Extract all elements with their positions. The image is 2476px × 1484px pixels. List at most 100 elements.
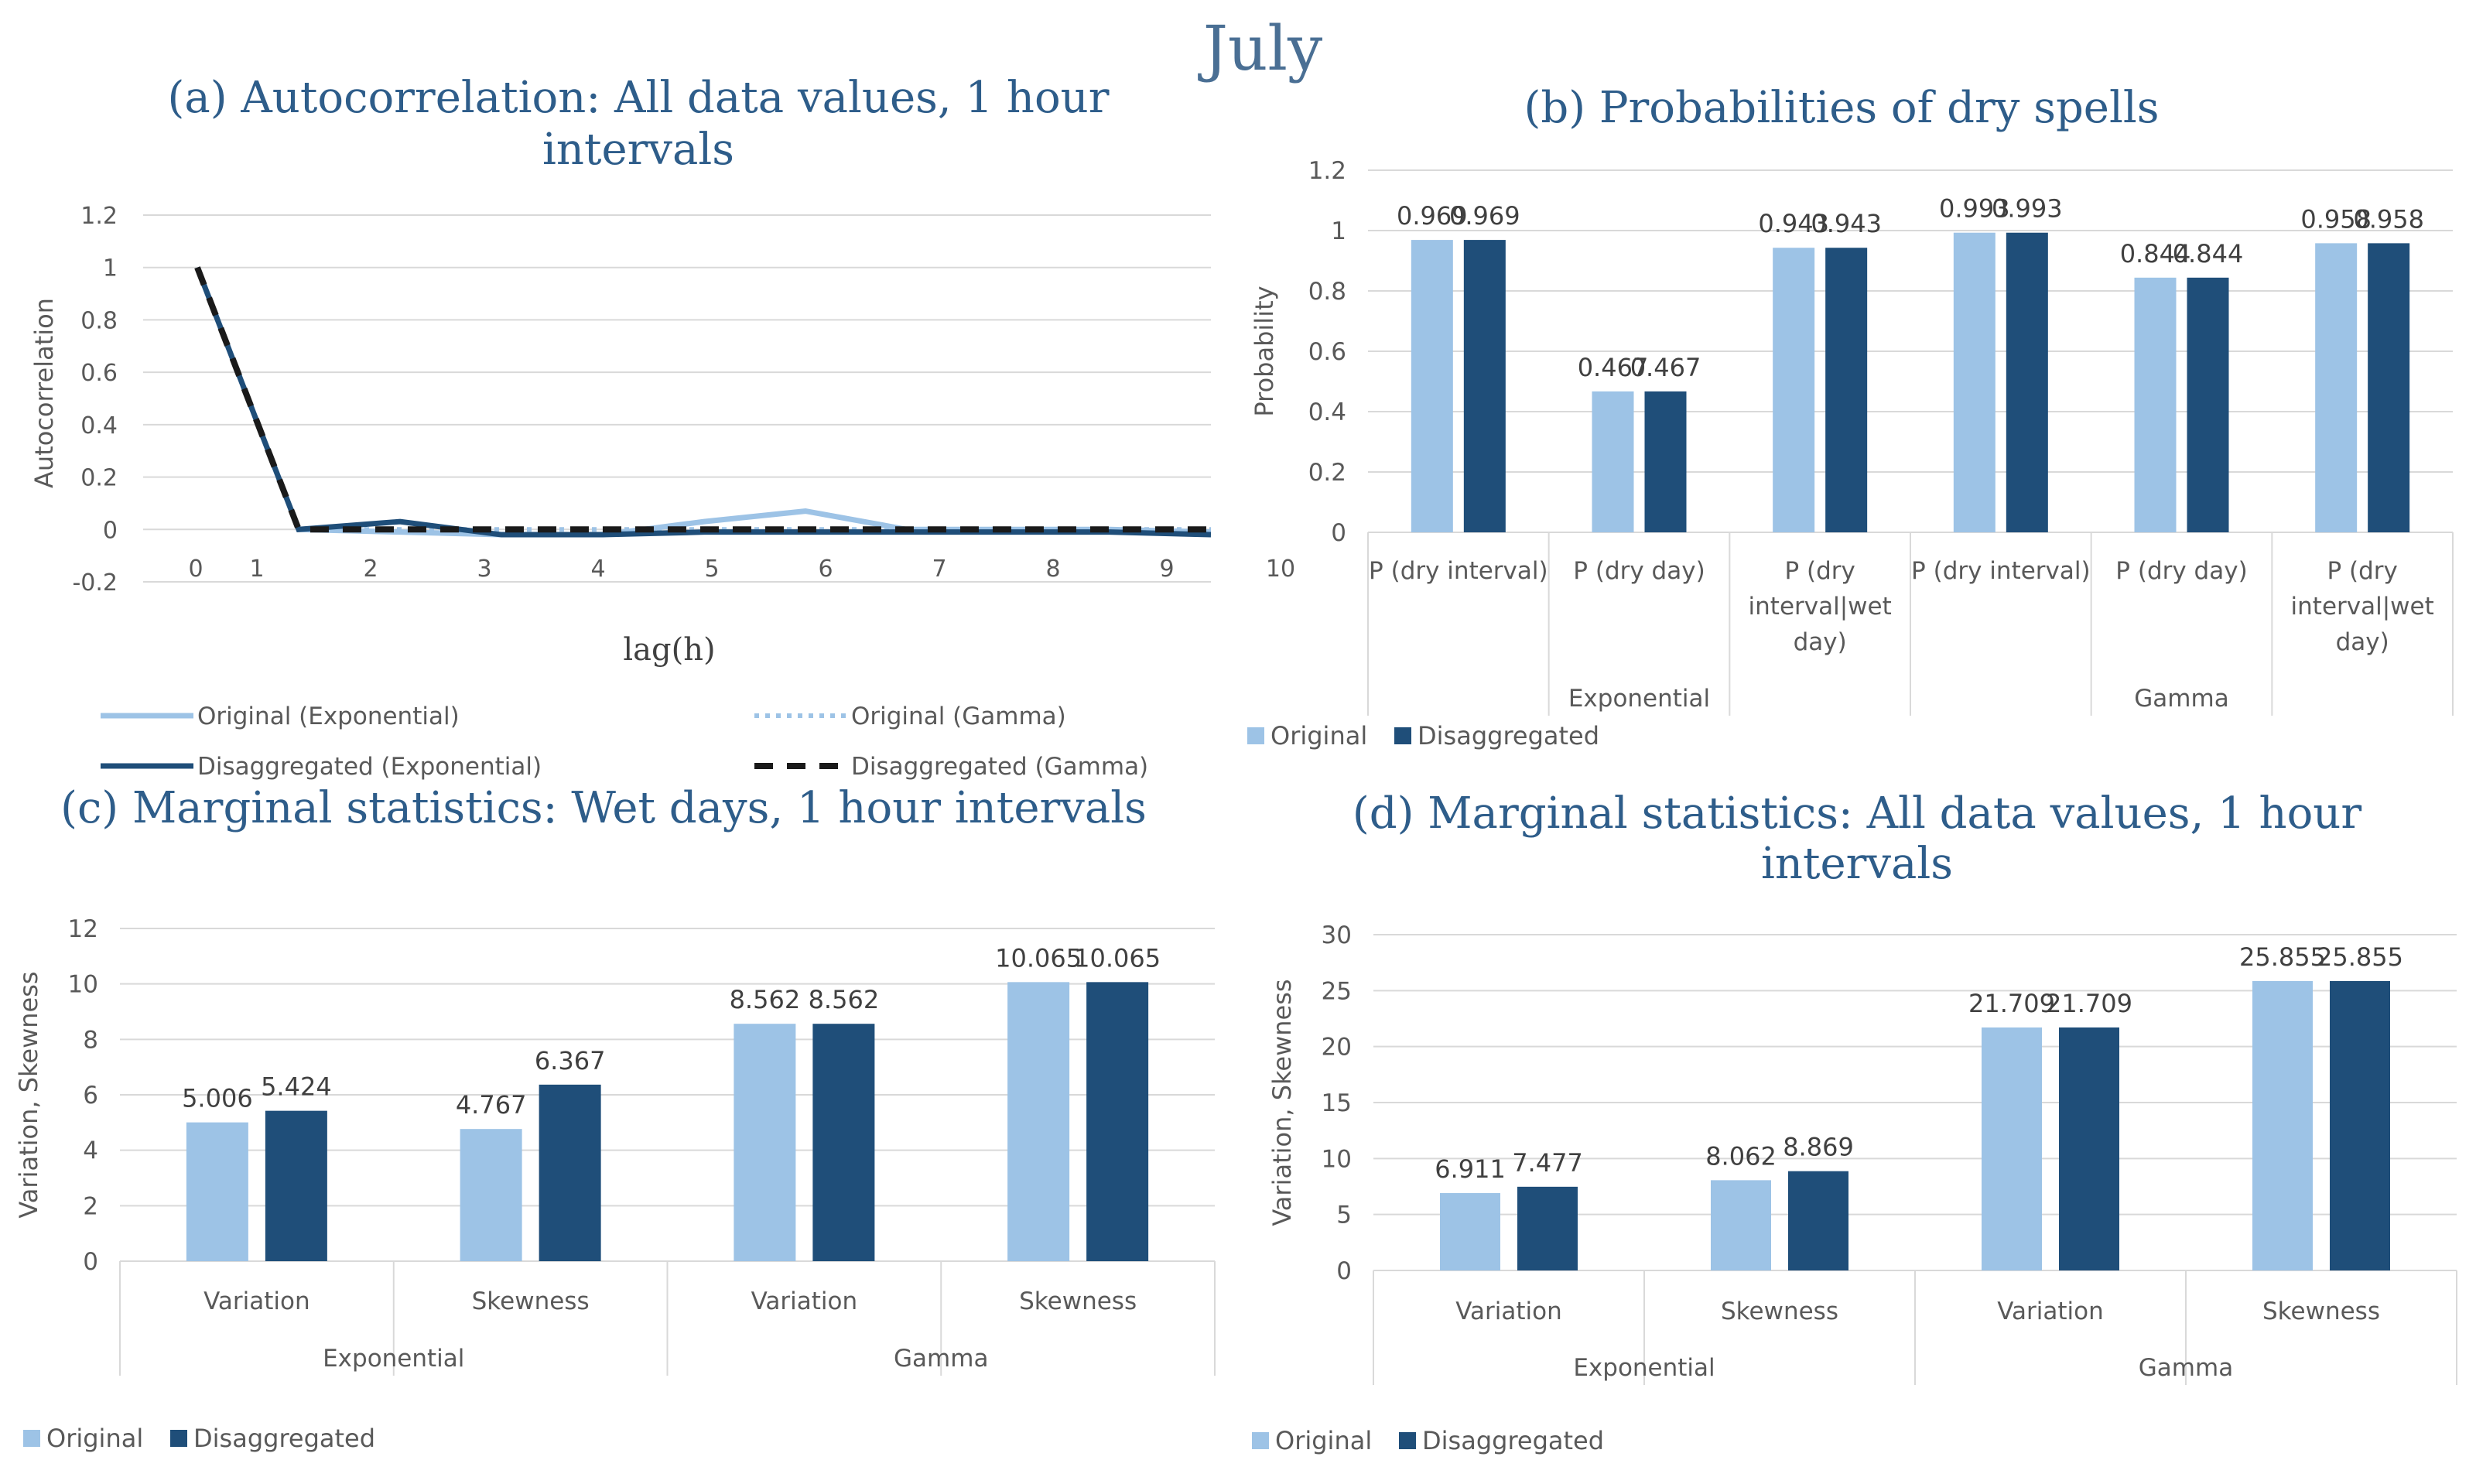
bar-original — [1953, 232, 1996, 532]
bar-disaggregated — [539, 1084, 601, 1261]
y-tick-label: 10 — [68, 971, 98, 999]
category-label: P (dry interval) — [1369, 557, 1548, 585]
x-tick-label: 1 — [249, 556, 264, 583]
y-tick-label: 0.2 — [1308, 459, 1346, 487]
y-tick-label: 5 — [1336, 1202, 1352, 1229]
data-label-original: 0.844 — [2120, 239, 2191, 268]
legend-label-disaggregated: Disaggregated — [1418, 721, 1599, 751]
y-tick-label: 30 — [1322, 922, 1352, 949]
bar-disaggregated — [2187, 277, 2229, 532]
y-tick-label: 2 — [83, 1192, 98, 1220]
category-label: interval|wet — [2291, 593, 2434, 621]
bar-disaggregated — [1825, 248, 1868, 532]
y-tick-label: -0.2 — [72, 569, 118, 597]
data-label-disaggregated: 6.367 — [535, 1046, 606, 1075]
chart-b-title: (b) Probabilities of dry spells — [1524, 83, 2160, 133]
category-label: Variation — [203, 1287, 310, 1315]
chart-b-dry-spells: (b) Probabilities of dry spells 0 0.2 0.4 0.… — [1247, 83, 2454, 751]
bar-disaggregated — [812, 1024, 875, 1261]
group-label: Exponential — [1573, 1354, 1715, 1382]
series-line-dotted-light — [195, 266, 1211, 532]
data-label-disaggregated: 0.943 — [1811, 209, 1882, 238]
y-axis-label: Variation, Skewness — [1267, 979, 1297, 1226]
chart-d-all-values: (d) Marginal statistics: All data values… — [1252, 788, 2457, 1455]
y-tick-label: 1 — [103, 255, 118, 282]
category-label: Variation — [751, 1287, 858, 1315]
y-tick-label: 4 — [83, 1137, 98, 1165]
legend-swatch-original — [1252, 1432, 1269, 1449]
legend-label-original: Original — [46, 1424, 143, 1453]
legend-swatch-disaggregated — [1399, 1432, 1416, 1449]
group-label: Exponential — [1568, 685, 1710, 713]
data-label-original: 0.969 — [1397, 201, 1468, 231]
y-tick-label: 6 — [83, 1082, 98, 1110]
series-line-solid-light — [194, 266, 1212, 538]
data-label-disaggregated: 7.477 — [1512, 1148, 1583, 1178]
category-label: P (dry day) — [2115, 557, 2247, 585]
data-label-disaggregated: 25.855 — [2317, 942, 2403, 972]
y-tick-label: 25 — [1322, 977, 1352, 1005]
bar-original — [734, 1024, 796, 1261]
category-label: day) — [1794, 628, 1847, 656]
legend-label: Disaggregated (Exponential) — [197, 753, 542, 781]
chart-d-title: (d) Marginal statistics: All data values… — [1353, 788, 2361, 839]
bar-original — [1592, 391, 1634, 532]
data-label-original: 21.709 — [1968, 989, 2055, 1018]
x-tick-label: 7 — [932, 556, 946, 583]
legend-swatch-original — [23, 1430, 40, 1447]
data-label-disaggregated: 0.844 — [2173, 239, 2244, 268]
bar-original — [186, 1122, 248, 1261]
data-label-original: 0.993 — [1939, 194, 2010, 224]
y-tick-label: 0.8 — [80, 307, 118, 334]
chart-d-title-line2: intervals — [1761, 839, 1953, 889]
bar-original — [460, 1129, 522, 1261]
legend-label: Disaggregated (Gamma) — [851, 753, 1148, 781]
legend-swatch-disaggregated — [1394, 727, 1411, 744]
data-label-disaggregated: 0.467 — [1630, 353, 1701, 382]
data-label-original: 0.943 — [1758, 209, 1829, 238]
data-label-original: 10.065 — [995, 943, 1082, 973]
x-tick-label: 3 — [477, 556, 491, 583]
legend-label-original: Original — [1270, 721, 1367, 751]
legend-label-original: Original — [1275, 1426, 1372, 1455]
bar-original — [1411, 240, 1453, 532]
data-label-original: 0.467 — [1578, 353, 1649, 382]
data-label-disaggregated: 10.065 — [1074, 943, 1161, 973]
data-label-original: 25.855 — [2239, 942, 2326, 972]
bar-original — [1711, 1180, 1771, 1270]
data-label-disaggregated: 0.958 — [2353, 204, 2424, 234]
y-tick-label: 0.4 — [1308, 398, 1346, 426]
y-tick-label: 0.2 — [80, 465, 118, 492]
x-tick-label: 6 — [818, 556, 833, 583]
y-tick-label: 1.2 — [80, 203, 118, 230]
bar-original — [1982, 1027, 2042, 1270]
y-tick-label: 1.2 — [1308, 157, 1346, 185]
series-line-dashed-black — [194, 266, 1211, 533]
data-label-original: 4.767 — [456, 1090, 527, 1120]
y-axis-label: Variation, Skewness — [14, 971, 43, 1218]
bar-disaggregated — [1788, 1171, 1848, 1270]
x-tick-label: 2 — [363, 556, 378, 583]
category-label: P (dry day) — [1573, 557, 1705, 585]
data-label-disaggregated: 8.562 — [809, 985, 880, 1014]
y-tick-label: 0.6 — [80, 360, 118, 387]
chart-a-title: (a) Autocorrelation: All data values, 1 … — [167, 73, 1109, 123]
category-label: Variation — [1455, 1298, 1562, 1325]
y-axis-label: Autocorrelation — [29, 298, 59, 488]
bar-disaggregated — [1463, 240, 1506, 532]
y-tick-label: 0 — [1331, 519, 1346, 547]
bar-original — [2134, 277, 2177, 532]
data-label-disaggregated: 0.993 — [1992, 194, 2063, 224]
data-label-disaggregated: 5.424 — [261, 1072, 332, 1102]
data-label-original: 8.562 — [730, 985, 801, 1014]
x-tick-label: 0 — [188, 556, 203, 583]
group-label: Exponential — [323, 1345, 464, 1373]
data-label-original: 0.958 — [2300, 204, 2372, 234]
bar-original — [2315, 243, 2358, 532]
x-tick-label: 5 — [704, 556, 719, 583]
chart-a-autocorrelation: (a) Autocorrelation: All data values, 1 … — [29, 73, 1295, 781]
data-label-original: 8.062 — [1705, 1141, 1777, 1171]
y-tick-label: 0.8 — [1308, 278, 1346, 306]
chart-a-title-line2: intervals — [542, 125, 734, 175]
